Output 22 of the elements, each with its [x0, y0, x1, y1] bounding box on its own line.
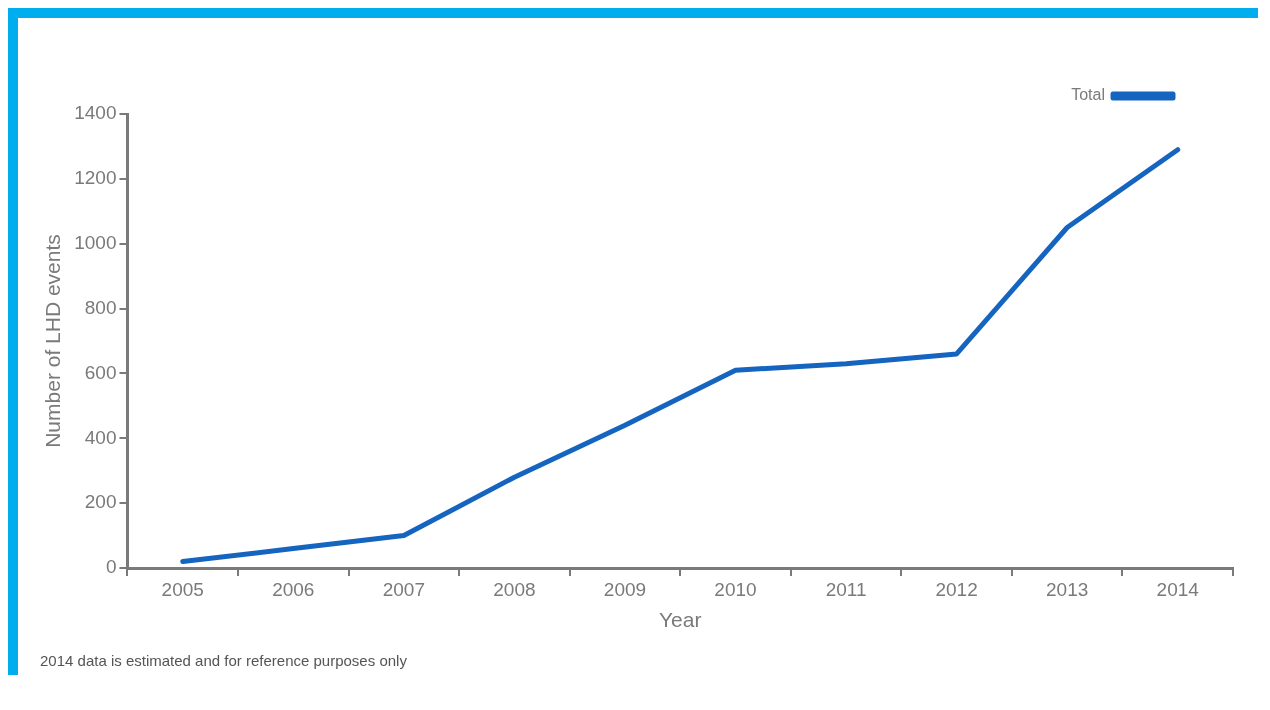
y-tick-label: 1000 [74, 231, 117, 253]
y-tick-label: 1400 [74, 102, 117, 124]
x-tick-label: 2014 [1156, 578, 1200, 600]
x-tick-label: 2010 [714, 578, 757, 600]
y-tick-label: 0 [105, 556, 117, 578]
x-axis-title: Year [659, 608, 702, 632]
x-tick-label: 2009 [603, 578, 647, 600]
x-tick-label: 2006 [272, 578, 315, 600]
y-tick-label: 200 [84, 491, 117, 513]
x-tick-label: 2008 [493, 578, 536, 600]
legend-label: Total [1071, 86, 1105, 104]
y-tick-label: 600 [84, 361, 117, 383]
x-tick-label: 2005 [161, 578, 204, 600]
x-tick-label: 2012 [935, 578, 978, 600]
text: 2014 data is estimated and for reference purposes only [39, 651, 408, 671]
y-tick-label: 1200 [74, 167, 117, 189]
y-tick-label: 400 [84, 426, 117, 448]
x-tick-label: 2013 [1046, 578, 1089, 600]
y-tick-label: 800 [84, 296, 117, 318]
x-tick-label: 2011 [825, 578, 867, 600]
y-axis-title: Number of LHD events [41, 234, 65, 448]
x-tick-label: 2007 [382, 578, 425, 600]
